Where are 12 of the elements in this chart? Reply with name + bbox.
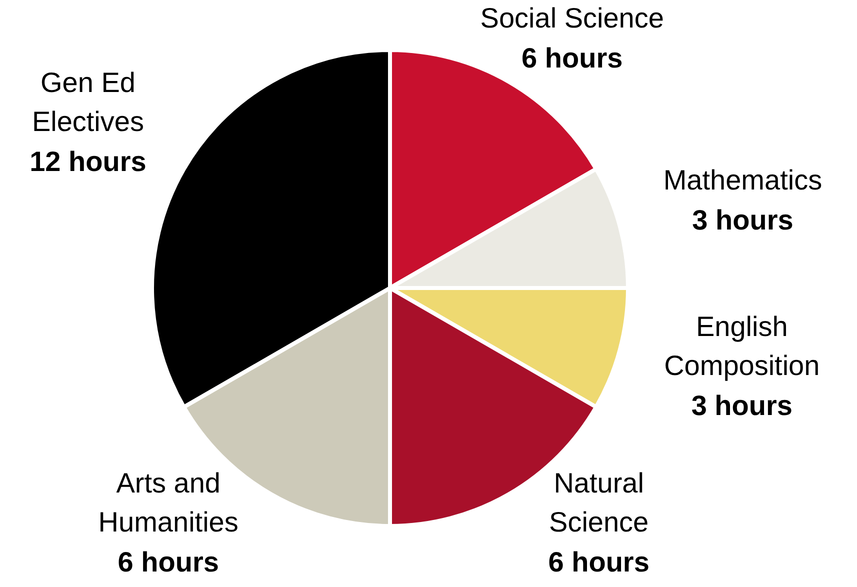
slice-label: Gen Ed Electives [32,66,144,137]
data-label: 6 hours [548,546,650,578]
slice-label: Natural Science [549,468,649,538]
data-label: 3 hours [691,390,792,422]
slice-label: Mathematics [663,164,822,196]
slice-label: Arts and Humanities [98,467,238,538]
data-label: 6 hours [522,42,623,74]
slice-label: Social Science [480,2,664,34]
slice-label: English Composition [664,311,820,382]
data-label: 6 hours [118,546,219,578]
data-label: 3 hours [692,204,794,236]
data-label: 12 hours [30,146,146,177]
